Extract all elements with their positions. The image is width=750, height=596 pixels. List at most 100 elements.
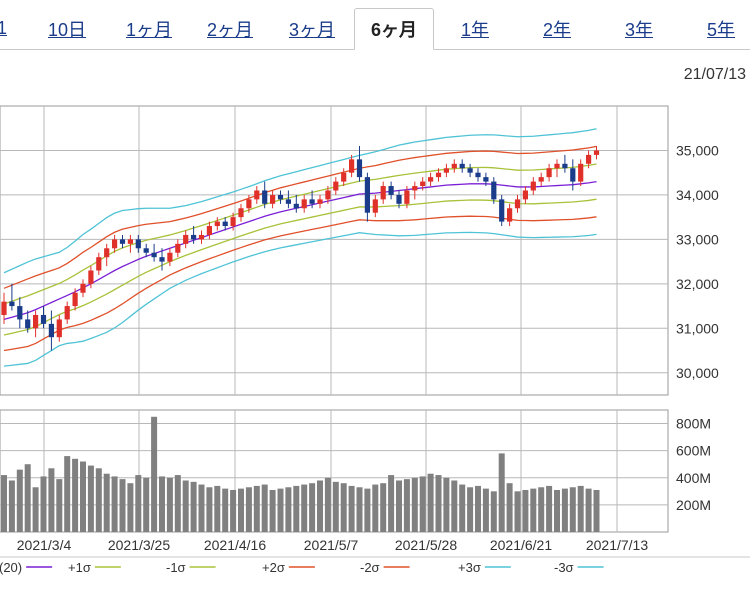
volume-bar — [64, 456, 71, 532]
volume-bar — [396, 480, 402, 532]
x-tick-label: 2021/6/21 — [490, 537, 552, 553]
candle-body — [459, 163, 465, 169]
candle-body — [530, 181, 536, 191]
x-tick-label: 2021/3/4 — [17, 537, 72, 553]
volume-bar — [111, 476, 118, 532]
candle-body — [491, 181, 497, 200]
volume-bars — [1, 416, 600, 532]
volume-bar — [135, 475, 142, 532]
candle-body — [159, 257, 165, 262]
tab-1-month[interactable]: 1ヶ月 — [125, 19, 172, 40]
price-tick-label: 31,000 — [676, 320, 719, 336]
candle-body — [119, 239, 126, 244]
candle-body — [33, 314, 39, 329]
volume-bar — [459, 484, 466, 532]
volume-bar — [1, 475, 7, 532]
volume-axis-ticks: 200M 400M 600M 800M — [676, 416, 711, 513]
band-minus-2-sigma — [3, 215, 597, 352]
volume-bar — [482, 488, 489, 532]
volume-tick-label: 400M — [676, 470, 711, 486]
tab-3-months[interactable]: 3ヶ月 — [288, 19, 335, 40]
volume-bar — [427, 473, 434, 532]
candle-body — [412, 186, 418, 191]
volume-bar — [309, 483, 316, 532]
candle-body — [48, 323, 54, 338]
candle-body — [293, 203, 299, 209]
volume-bar — [151, 416, 158, 532]
candle-body — [254, 190, 260, 200]
volume-bar — [514, 491, 521, 532]
legend-label: +2σ — [262, 560, 285, 575]
period-tabs: 1 10日 1ヶ月 2ヶ月 3ヶ月 6ヶ月 1年 2年 3年 5年 — [0, 0, 750, 50]
candle-body — [404, 190, 410, 204]
tab-1-year[interactable]: 1年 — [460, 19, 489, 40]
volume-bar — [103, 473, 110, 532]
tab-2-months[interactable]: 2ヶ月 — [206, 19, 253, 40]
volume-bar — [198, 484, 205, 532]
legend-label: +1σ — [68, 560, 91, 575]
candle-body — [396, 194, 402, 204]
candle-body — [56, 319, 62, 338]
candle-body — [135, 239, 141, 249]
price-tick-label: 33,000 — [676, 231, 719, 247]
volume-tick-label: 800M — [676, 416, 711, 432]
tab-10-days[interactable]: 10日 — [47, 19, 87, 40]
candle-body — [96, 257, 102, 271]
candle-body — [262, 190, 268, 204]
candle-body — [198, 234, 205, 240]
legend-label: -2σ — [360, 560, 380, 575]
volume-bar — [24, 464, 31, 532]
band-plus-2-sigma — [3, 145, 597, 289]
volume-bar — [238, 488, 244, 532]
volume-bar — [593, 489, 600, 532]
candle-body — [428, 177, 434, 182]
legend-label: -1σ — [166, 560, 186, 575]
volume-bar — [253, 485, 260, 532]
candle-body — [246, 199, 252, 209]
candle-body — [230, 217, 236, 227]
x-axis-ticks: 2021/3/4 2021/3/25 2021/4/16 2021/5/7 2021/5… — [0, 537, 750, 558]
price-axis-ticks: 30,000 31,000 32,000 33,000 34,000 35,000 — [676, 142, 719, 380]
volume-bar — [166, 477, 173, 532]
candle-body — [17, 306, 23, 320]
volume-bar — [356, 487, 363, 532]
band-minus-1-sigma — [3, 198, 597, 336]
volume-bar — [546, 485, 553, 532]
volume-bar — [388, 475, 395, 532]
x-tick-label: 2021/4/16 — [204, 537, 266, 553]
volume-bar — [8, 480, 15, 532]
candle-body — [372, 199, 378, 213]
volume-bar — [269, 489, 276, 532]
tab-3-years[interactable]: 3年 — [624, 19, 653, 40]
candle-body — [40, 314, 47, 324]
volume-bar — [261, 484, 268, 532]
candle-body — [167, 252, 173, 262]
candle-body — [285, 199, 291, 204]
volume-bar — [364, 488, 371, 532]
volume-bar — [80, 461, 86, 532]
price-tick-label: 30,000 — [676, 365, 719, 381]
volume-bar — [143, 477, 150, 532]
candle-body — [238, 208, 244, 218]
candle-body — [104, 248, 110, 258]
candle-body — [586, 154, 592, 164]
candle-body — [443, 168, 449, 173]
x-tick-label: 2021/5/28 — [395, 537, 457, 553]
volume-bar — [340, 483, 347, 532]
tab-1[interactable]: 1 — [0, 18, 7, 38]
tab-5-years[interactable]: 5年 — [706, 19, 735, 40]
tab-2-years[interactable]: 2年 — [542, 19, 571, 40]
volume-bar — [506, 483, 513, 532]
price-tick-label: 32,000 — [676, 276, 719, 292]
volume-bar — [230, 489, 237, 532]
volume-bar — [372, 484, 379, 532]
volume-bar — [585, 488, 592, 532]
candle-body — [380, 186, 386, 200]
volume-bar — [554, 489, 560, 532]
band-minus-3-sigma — [3, 231, 597, 367]
volume-bar — [467, 487, 474, 532]
candle-body — [143, 248, 149, 253]
tab-6-months[interactable]: 6ヶ月 — [354, 8, 434, 50]
volume-bar — [301, 484, 308, 532]
volume-bar — [324, 477, 331, 532]
